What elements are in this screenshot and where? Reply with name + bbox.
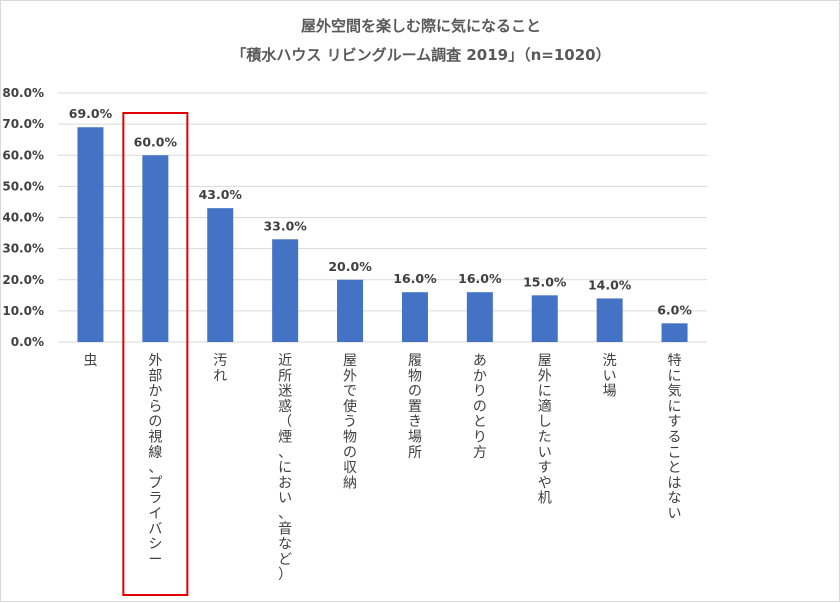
bar <box>142 155 169 342</box>
y-tick-label: 10.0% <box>2 304 44 318</box>
y-tick-label: 80.0% <box>2 86 44 100</box>
x-category-label: 汚れ <box>213 353 227 384</box>
y-tick-label: 30.0% <box>2 242 44 256</box>
data-label: 15.0% <box>523 274 567 289</box>
x-category-label: 虫 <box>83 353 97 369</box>
x-category-label: 近所迷惑（煙、におい、音など） <box>278 353 292 583</box>
data-labels: 69.0% 60.0% 43.0% 33.0% 20.0% 16.0% 16.0% 15.0%… <box>69 106 693 317</box>
y-tick-label: 60.0% <box>2 148 44 162</box>
bar <box>401 292 428 342</box>
bar <box>531 295 558 342</box>
chart-title: 屋外空間を楽しむ際に気になること <box>301 17 541 35</box>
bar <box>596 298 623 342</box>
highlight-box <box>122 112 189 596</box>
data-label: 33.0% <box>263 218 307 233</box>
y-tick-label: 70.0% <box>2 117 44 131</box>
data-label: 69.0% <box>69 106 113 121</box>
bar <box>661 323 688 342</box>
x-category-label: あかりのとり方 <box>473 353 487 461</box>
y-axis-ticks: 0.0% 10.0% 20.0% 30.0% 40.0% 50.0% 60.0% 70.0% 8… <box>2 86 44 349</box>
x-category-label: 特に気にすることはない <box>668 353 682 522</box>
x-category-label: 洗い場 <box>603 353 617 400</box>
y-tick-label: 40.0% <box>2 211 44 225</box>
bar <box>207 208 234 342</box>
data-label: 60.0% <box>134 134 178 149</box>
bar <box>77 127 104 342</box>
x-category-label: 屋外に適したいすや机 <box>538 353 552 507</box>
y-tick-label: 50.0% <box>2 179 44 193</box>
data-label: 6.0% <box>657 302 692 317</box>
y-tick-label: 20.0% <box>2 273 44 287</box>
data-label: 20.0% <box>328 259 372 274</box>
bars <box>77 127 688 342</box>
bar <box>272 239 299 342</box>
data-label: 14.0% <box>588 277 632 292</box>
data-label: 16.0% <box>393 271 437 286</box>
bar <box>466 292 493 342</box>
data-label: 43.0% <box>199 187 243 202</box>
x-category-label: 屋外で使う物の収納 <box>343 353 357 491</box>
x-category-label: 外部からの視線、プライバシー <box>148 353 162 568</box>
y-tick-label: 0.0% <box>11 335 44 349</box>
data-label: 16.0% <box>458 271 502 286</box>
chart-subtitle: 「積水ハウス リビングルーム調査 2019」（n=1020） <box>231 46 610 64</box>
x-category-label: 履物の置き場所 <box>408 353 422 461</box>
x-axis-labels: 虫 外部からの視線、プライバシー 汚れ 近所迷惑（煙、におい、音など） 屋外で使う物の収… <box>83 353 681 583</box>
bar <box>337 279 364 342</box>
